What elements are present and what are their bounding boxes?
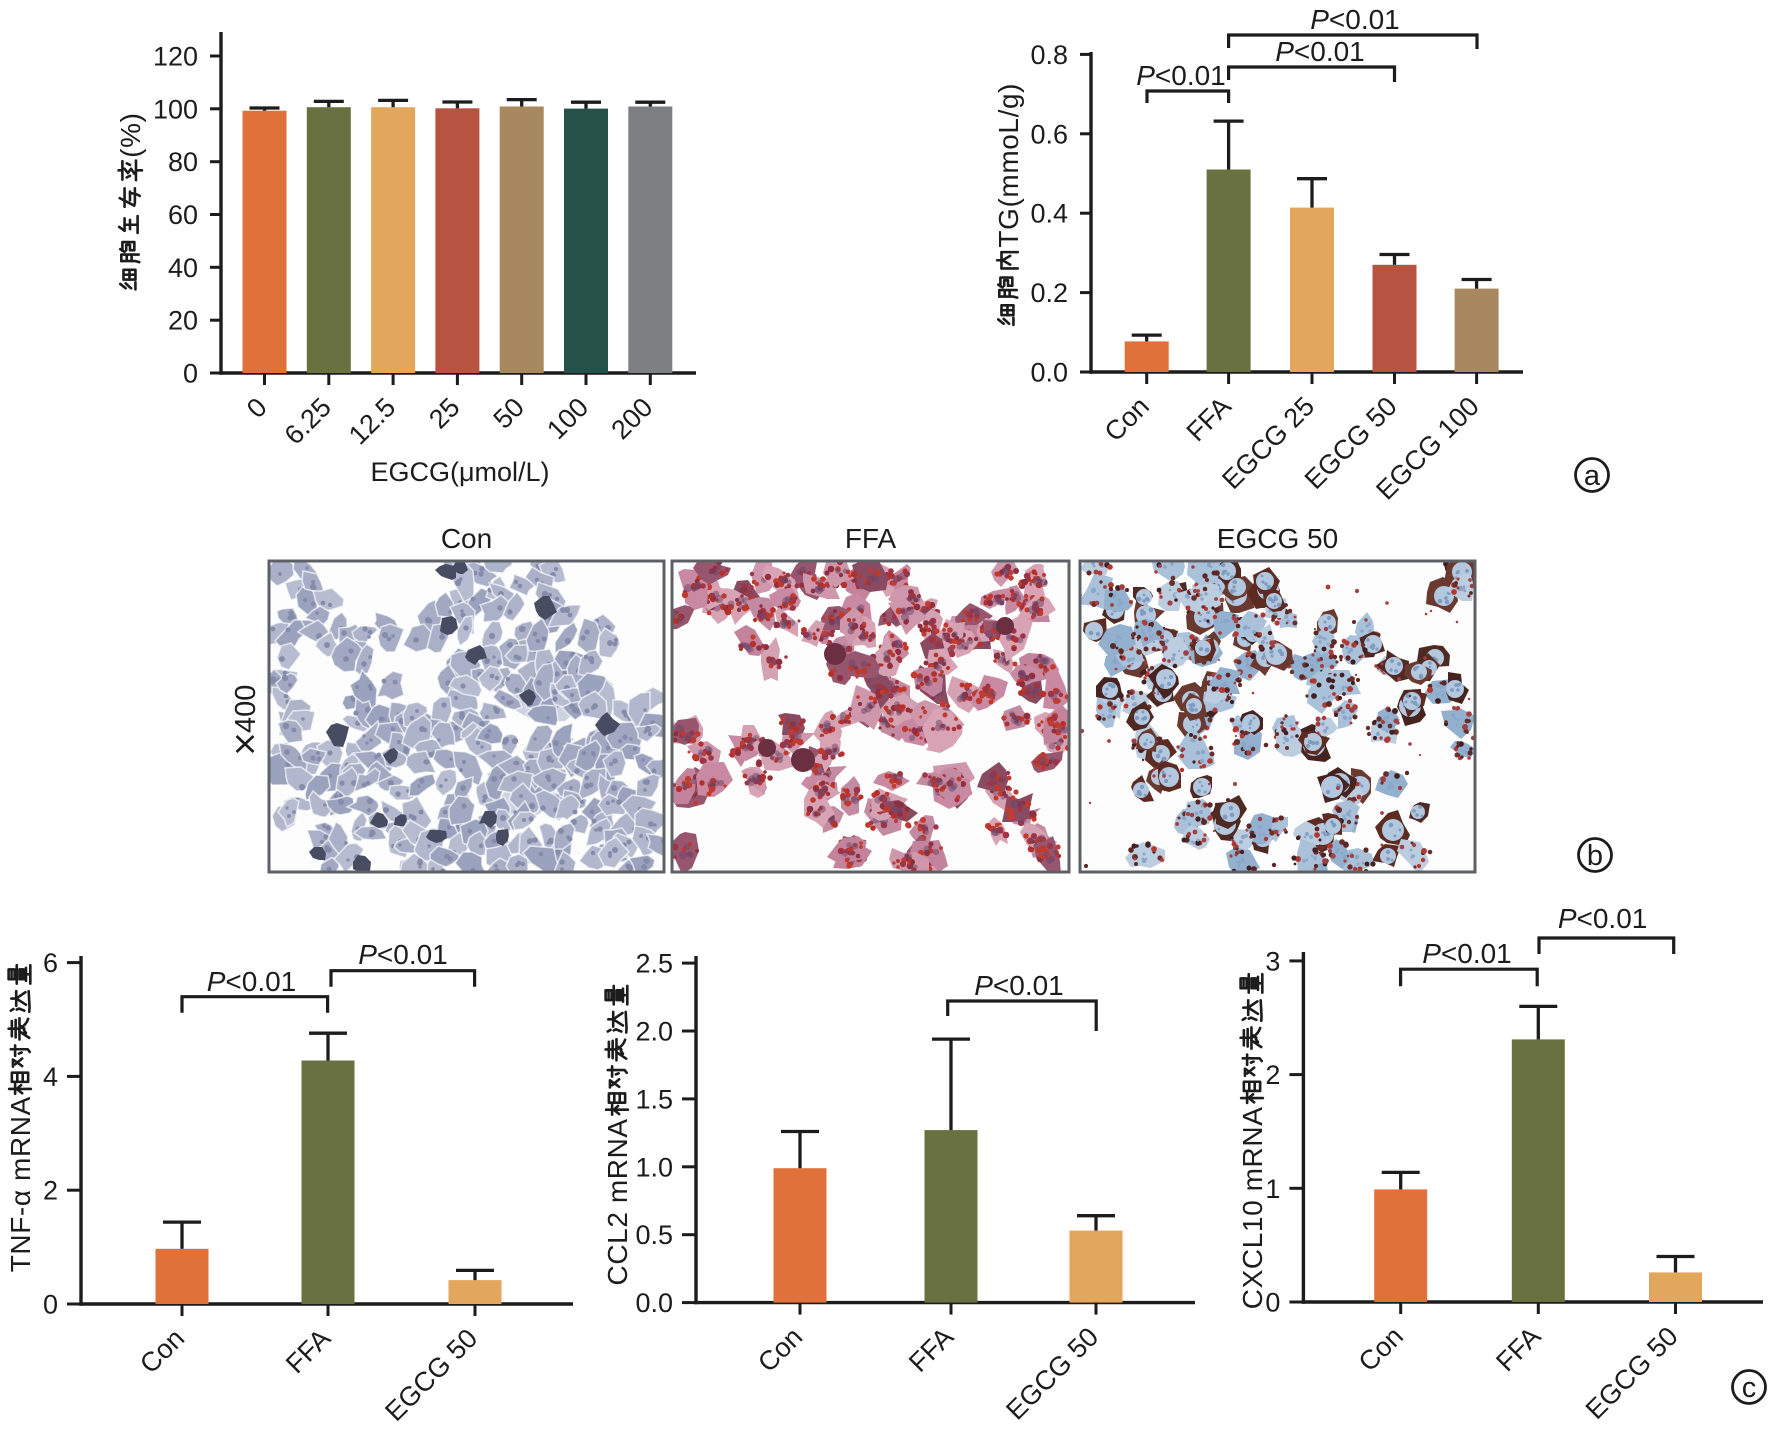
svg-text:0: 0 bbox=[1265, 1288, 1280, 1318]
svg-text:TNF-α mRNA: TNF-α mRNA bbox=[5, 1096, 36, 1272]
svg-text:b: b bbox=[1587, 840, 1603, 872]
svg-text:EGCG 50: EGCG 50 bbox=[1217, 523, 1338, 554]
svg-text:2.0: 2.0 bbox=[635, 1017, 673, 1047]
svg-text:400: 400 bbox=[230, 685, 262, 733]
svg-text:c: c bbox=[1742, 1372, 1757, 1404]
svg-text:0.6: 0.6 bbox=[1030, 119, 1068, 149]
svg-text:6: 6 bbox=[43, 948, 58, 978]
svg-text:0.4: 0.4 bbox=[1030, 199, 1068, 229]
svg-text:P<0.01: P<0.01 bbox=[1422, 938, 1512, 969]
svg-text:2: 2 bbox=[1265, 1060, 1280, 1090]
svg-text:120: 120 bbox=[153, 42, 198, 72]
svg-text:1.0: 1.0 bbox=[635, 1152, 673, 1182]
svg-text:FFA: FFA bbox=[845, 523, 897, 554]
svg-text:0.0: 0.0 bbox=[1030, 358, 1068, 388]
svg-text:CXCL10 mRNA: CXCL10 mRNA bbox=[1237, 1107, 1268, 1310]
svg-text:60: 60 bbox=[168, 200, 198, 230]
svg-text:Con: Con bbox=[441, 523, 492, 554]
svg-text:1: 1 bbox=[1265, 1174, 1280, 1204]
svg-text:20: 20 bbox=[168, 306, 198, 336]
svg-text:40: 40 bbox=[168, 253, 198, 283]
svg-text:0: 0 bbox=[43, 1290, 58, 1320]
svg-text:CCL2 mRNA: CCL2 mRNA bbox=[602, 1118, 633, 1285]
svg-text:P<0.01: P<0.01 bbox=[1275, 36, 1365, 67]
svg-text:80: 80 bbox=[168, 147, 198, 177]
svg-text:(%): (%) bbox=[115, 112, 146, 157]
svg-text:P<0.01: P<0.01 bbox=[358, 939, 448, 970]
svg-text:0.8: 0.8 bbox=[1030, 40, 1068, 70]
svg-text:P<0.01: P<0.01 bbox=[974, 970, 1064, 1001]
svg-text:EGCG(μmol/L): EGCG(μmol/L) bbox=[370, 457, 549, 487]
svg-text:0.5: 0.5 bbox=[635, 1220, 673, 1250]
svg-text:3: 3 bbox=[1265, 946, 1280, 976]
svg-text:4: 4 bbox=[43, 1062, 58, 1092]
svg-text:0: 0 bbox=[183, 359, 198, 389]
svg-text:2: 2 bbox=[43, 1176, 58, 1206]
svg-text:P<0.01: P<0.01 bbox=[207, 966, 297, 997]
svg-text:a: a bbox=[1584, 460, 1601, 492]
svg-text:TG(mmoL/g): TG(mmoL/g) bbox=[993, 83, 1024, 248]
svg-text:0.0: 0.0 bbox=[635, 1288, 673, 1318]
svg-text:0.2: 0.2 bbox=[1030, 278, 1068, 308]
svg-text:1.5: 1.5 bbox=[635, 1084, 673, 1114]
svg-text:P<0.01: P<0.01 bbox=[1558, 903, 1648, 934]
svg-text:100: 100 bbox=[153, 94, 198, 124]
svg-text:P<0.01: P<0.01 bbox=[1136, 60, 1226, 91]
svg-text:2.5: 2.5 bbox=[635, 949, 673, 979]
svg-text:P<0.01: P<0.01 bbox=[1310, 4, 1400, 35]
